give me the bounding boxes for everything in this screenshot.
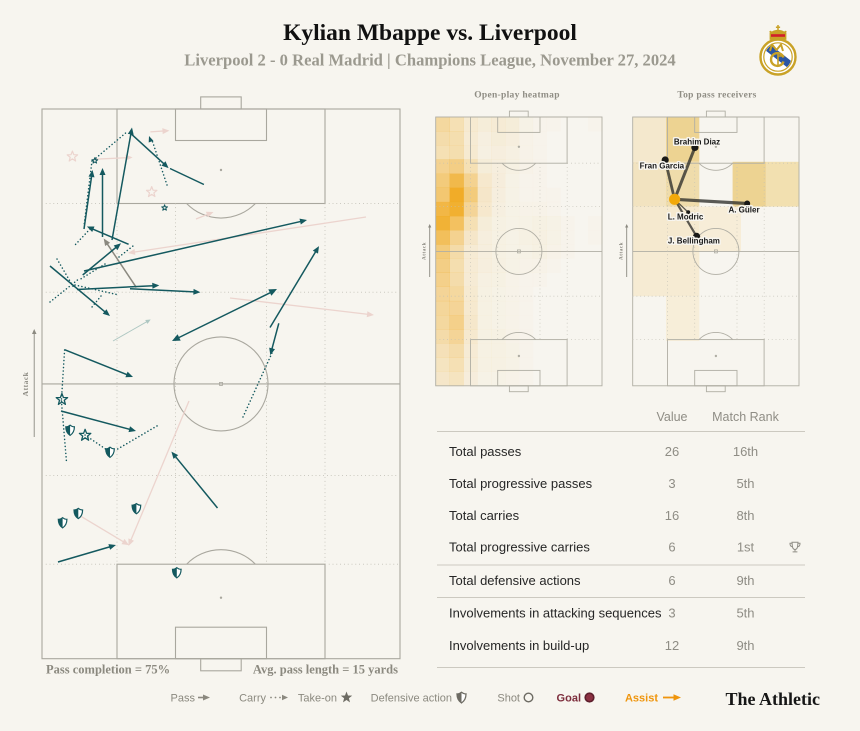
- svg-text:8th: 8th: [736, 508, 754, 523]
- svg-text:16: 16: [665, 508, 679, 523]
- svg-text:Match Rank: Match Rank: [712, 410, 779, 424]
- svg-text:Shot: Shot: [497, 693, 520, 705]
- svg-text:1st: 1st: [737, 540, 755, 555]
- svg-text:Total defensive actions: Total defensive actions: [449, 573, 581, 588]
- svg-text:9th: 9th: [736, 638, 754, 653]
- svg-text:L. Modric: L. Modric: [668, 213, 704, 222]
- svg-text:12: 12: [665, 638, 679, 653]
- svg-text:Fran Garcia: Fran Garcia: [640, 161, 685, 170]
- svg-text:The Athletic: The Athletic: [726, 689, 821, 709]
- svg-text:Liverpool 2 - 0 Real Madrid |: Liverpool 2 - 0 Real Madrid | Champions …: [184, 51, 675, 70]
- svg-text:Goal: Goal: [557, 693, 581, 705]
- svg-text:Assist: Assist: [625, 693, 658, 705]
- svg-text:Open-play heatmap: Open-play heatmap: [474, 91, 560, 101]
- svg-text:Pass completion = 75%: Pass completion = 75%: [46, 663, 170, 677]
- svg-text:5th: 5th: [736, 476, 754, 491]
- svg-text:3: 3: [668, 606, 675, 621]
- svg-text:26: 26: [665, 444, 679, 459]
- svg-text:Attack: Attack: [422, 242, 428, 260]
- svg-text:Total progressive passes: Total progressive passes: [449, 476, 593, 491]
- svg-text:Involvements in build-up: Involvements in build-up: [449, 638, 589, 653]
- svg-text:Total passes: Total passes: [449, 444, 522, 459]
- svg-text:Avg. pass length = 15 yards: Avg. pass length = 15 yards: [253, 663, 398, 677]
- svg-text:Pass: Pass: [171, 693, 196, 705]
- svg-text:Take-on: Take-on: [298, 693, 337, 705]
- svg-text:Top pass receivers: Top pass receivers: [677, 91, 756, 101]
- svg-text:Brahim Diaz: Brahim Diaz: [674, 137, 720, 146]
- svg-text:J. Bellingham: J. Bellingham: [668, 237, 720, 246]
- svg-text:Value: Value: [656, 410, 687, 424]
- svg-text:Defensive action: Defensive action: [371, 693, 452, 705]
- svg-text:Total progressive carries: Total progressive carries: [449, 540, 590, 555]
- svg-text:Attack: Attack: [21, 371, 30, 396]
- svg-text:Involvements in attacking sequ: Involvements in attacking sequences: [449, 606, 662, 621]
- svg-text:9th: 9th: [736, 573, 754, 588]
- svg-text:Attack: Attack: [619, 242, 625, 260]
- svg-text:6: 6: [668, 540, 675, 555]
- svg-text:16th: 16th: [733, 444, 758, 459]
- svg-text:Kylian Mbappe vs. Liverpool: Kylian Mbappe vs. Liverpool: [283, 20, 577, 46]
- svg-text:Carry: Carry: [239, 693, 266, 705]
- svg-text:6: 6: [668, 573, 675, 588]
- svg-text:A. Güler: A. Güler: [728, 206, 759, 215]
- svg-text:3: 3: [668, 476, 675, 491]
- svg-text:5th: 5th: [736, 606, 754, 621]
- svg-text:Total carries: Total carries: [449, 508, 520, 523]
